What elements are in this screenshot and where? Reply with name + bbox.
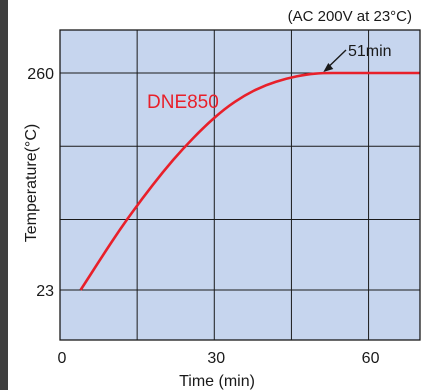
x-tick-label: 60 (362, 350, 380, 367)
y-tick-label: 23 (36, 283, 54, 300)
annotation-51min: 51min (348, 43, 392, 60)
series-label-dne850: DNE850 (147, 92, 219, 113)
x-tick-label: 30 (207, 350, 225, 367)
series-layer (79, 71, 420, 291)
series-line-dne850 (79, 71, 420, 291)
plot-frame (59, 29, 421, 341)
plot-area (60, 30, 420, 340)
y-tick-label: 260 (27, 66, 54, 83)
tick-labels: 0 30 60 23 260 (27, 66, 379, 367)
left-edge-bar (0, 0, 8, 390)
x-axis-title: Time (min) (179, 373, 255, 390)
annotation-arrowhead (323, 63, 334, 72)
conditions-note: (AC 200V at 23°C) (288, 8, 412, 25)
x-tick-label: 0 (58, 350, 67, 367)
y-axis-title: Temperature(°C) (23, 124, 40, 242)
grid (60, 30, 420, 340)
